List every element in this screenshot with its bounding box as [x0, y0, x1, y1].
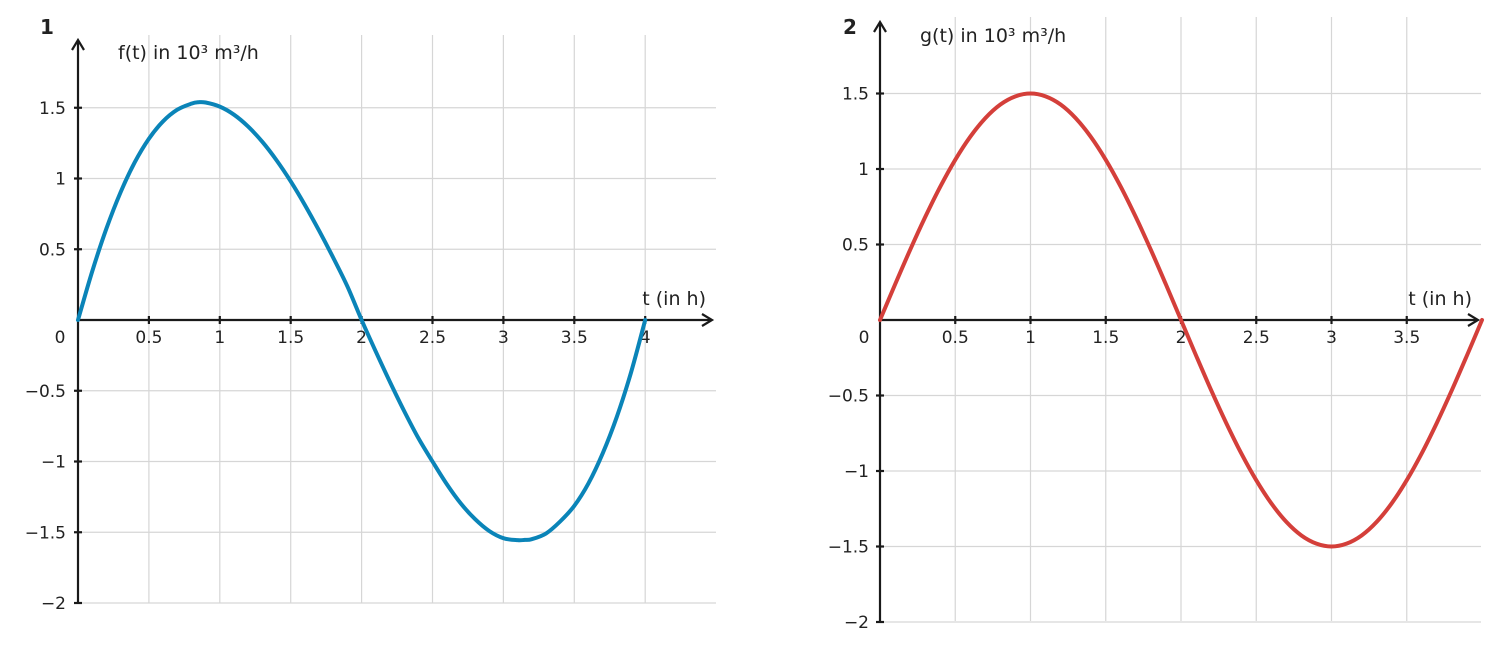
x-tick-label: 3.5	[1393, 328, 1420, 348]
y-tick-label: 1	[55, 170, 66, 190]
series-line	[878, 91, 1484, 549]
x-tick-label: 0.5	[135, 328, 162, 348]
panel-label: 2	[843, 15, 857, 39]
x-tick-label: 2.5	[419, 328, 446, 348]
series-line	[76, 100, 648, 543]
x-tick-label: 1.5	[1092, 328, 1119, 348]
y-tick-label: −1	[41, 453, 66, 473]
y-tick-label: −0.5	[828, 387, 869, 407]
x-tick-label: 3.5	[561, 328, 588, 348]
x-axis-label: t (in h)	[642, 288, 706, 310]
y-axis-arrow-icon	[71, 37, 85, 51]
chart-panel-2: 0.5 1 1.5 2 2.5 3 3.5 1.5 1 0.5 −0.5 −1 −1.5 −2 0 g(t) …	[828, 15, 1484, 633]
y-tick-label: 1.5	[39, 99, 66, 119]
x-axis-arrow-icon	[1467, 313, 1481, 327]
x-tick-label: 1	[214, 328, 225, 348]
x-tick-label: 3	[498, 328, 509, 348]
x-tick-label: 2	[356, 328, 367, 348]
x-axis-arrow-icon	[701, 313, 715, 327]
x-tick-label: 1.5	[277, 328, 304, 348]
y-tick-label: −2	[844, 613, 869, 633]
y-tick-label: 1.5	[842, 85, 869, 105]
y-axis-arrow-icon	[873, 19, 887, 33]
x-tick-label: 4	[640, 328, 651, 348]
x-tick-label: 2.5	[1243, 328, 1270, 348]
chart-panel-1: 0.5 1 1.5 2 2.5 3 3.5 4 1.5 1 0.5 −0.5 −1 −1.5 −2 0 f(t)…	[25, 15, 716, 614]
y-tick-label: −2	[41, 594, 66, 614]
x-tick-label: 3	[1326, 328, 1337, 348]
y-tick-label: −1	[844, 462, 869, 482]
origin-label: 0	[859, 328, 870, 348]
y-tick-label: −0.5	[25, 382, 66, 402]
panel-label: 1	[40, 15, 54, 39]
y-tick-label: −1.5	[25, 523, 66, 543]
x-tick-label: 1	[1025, 328, 1036, 348]
y-axis-label: g(t) in 10³ m³/h	[920, 25, 1066, 47]
x-tick-label: 0.5	[942, 328, 969, 348]
x-tick-label: 2	[1176, 328, 1187, 348]
y-tick-label: 1	[858, 160, 869, 180]
y-tick-label: 0.5	[39, 240, 66, 260]
x-axis-label: t (in h)	[1408, 288, 1472, 310]
y-tick-label: −1.5	[828, 538, 869, 558]
y-axis-label: f(t) in 10³ m³/h	[118, 42, 259, 64]
origin-label: 0	[55, 328, 66, 348]
y-tick-label: 0.5	[842, 236, 869, 256]
